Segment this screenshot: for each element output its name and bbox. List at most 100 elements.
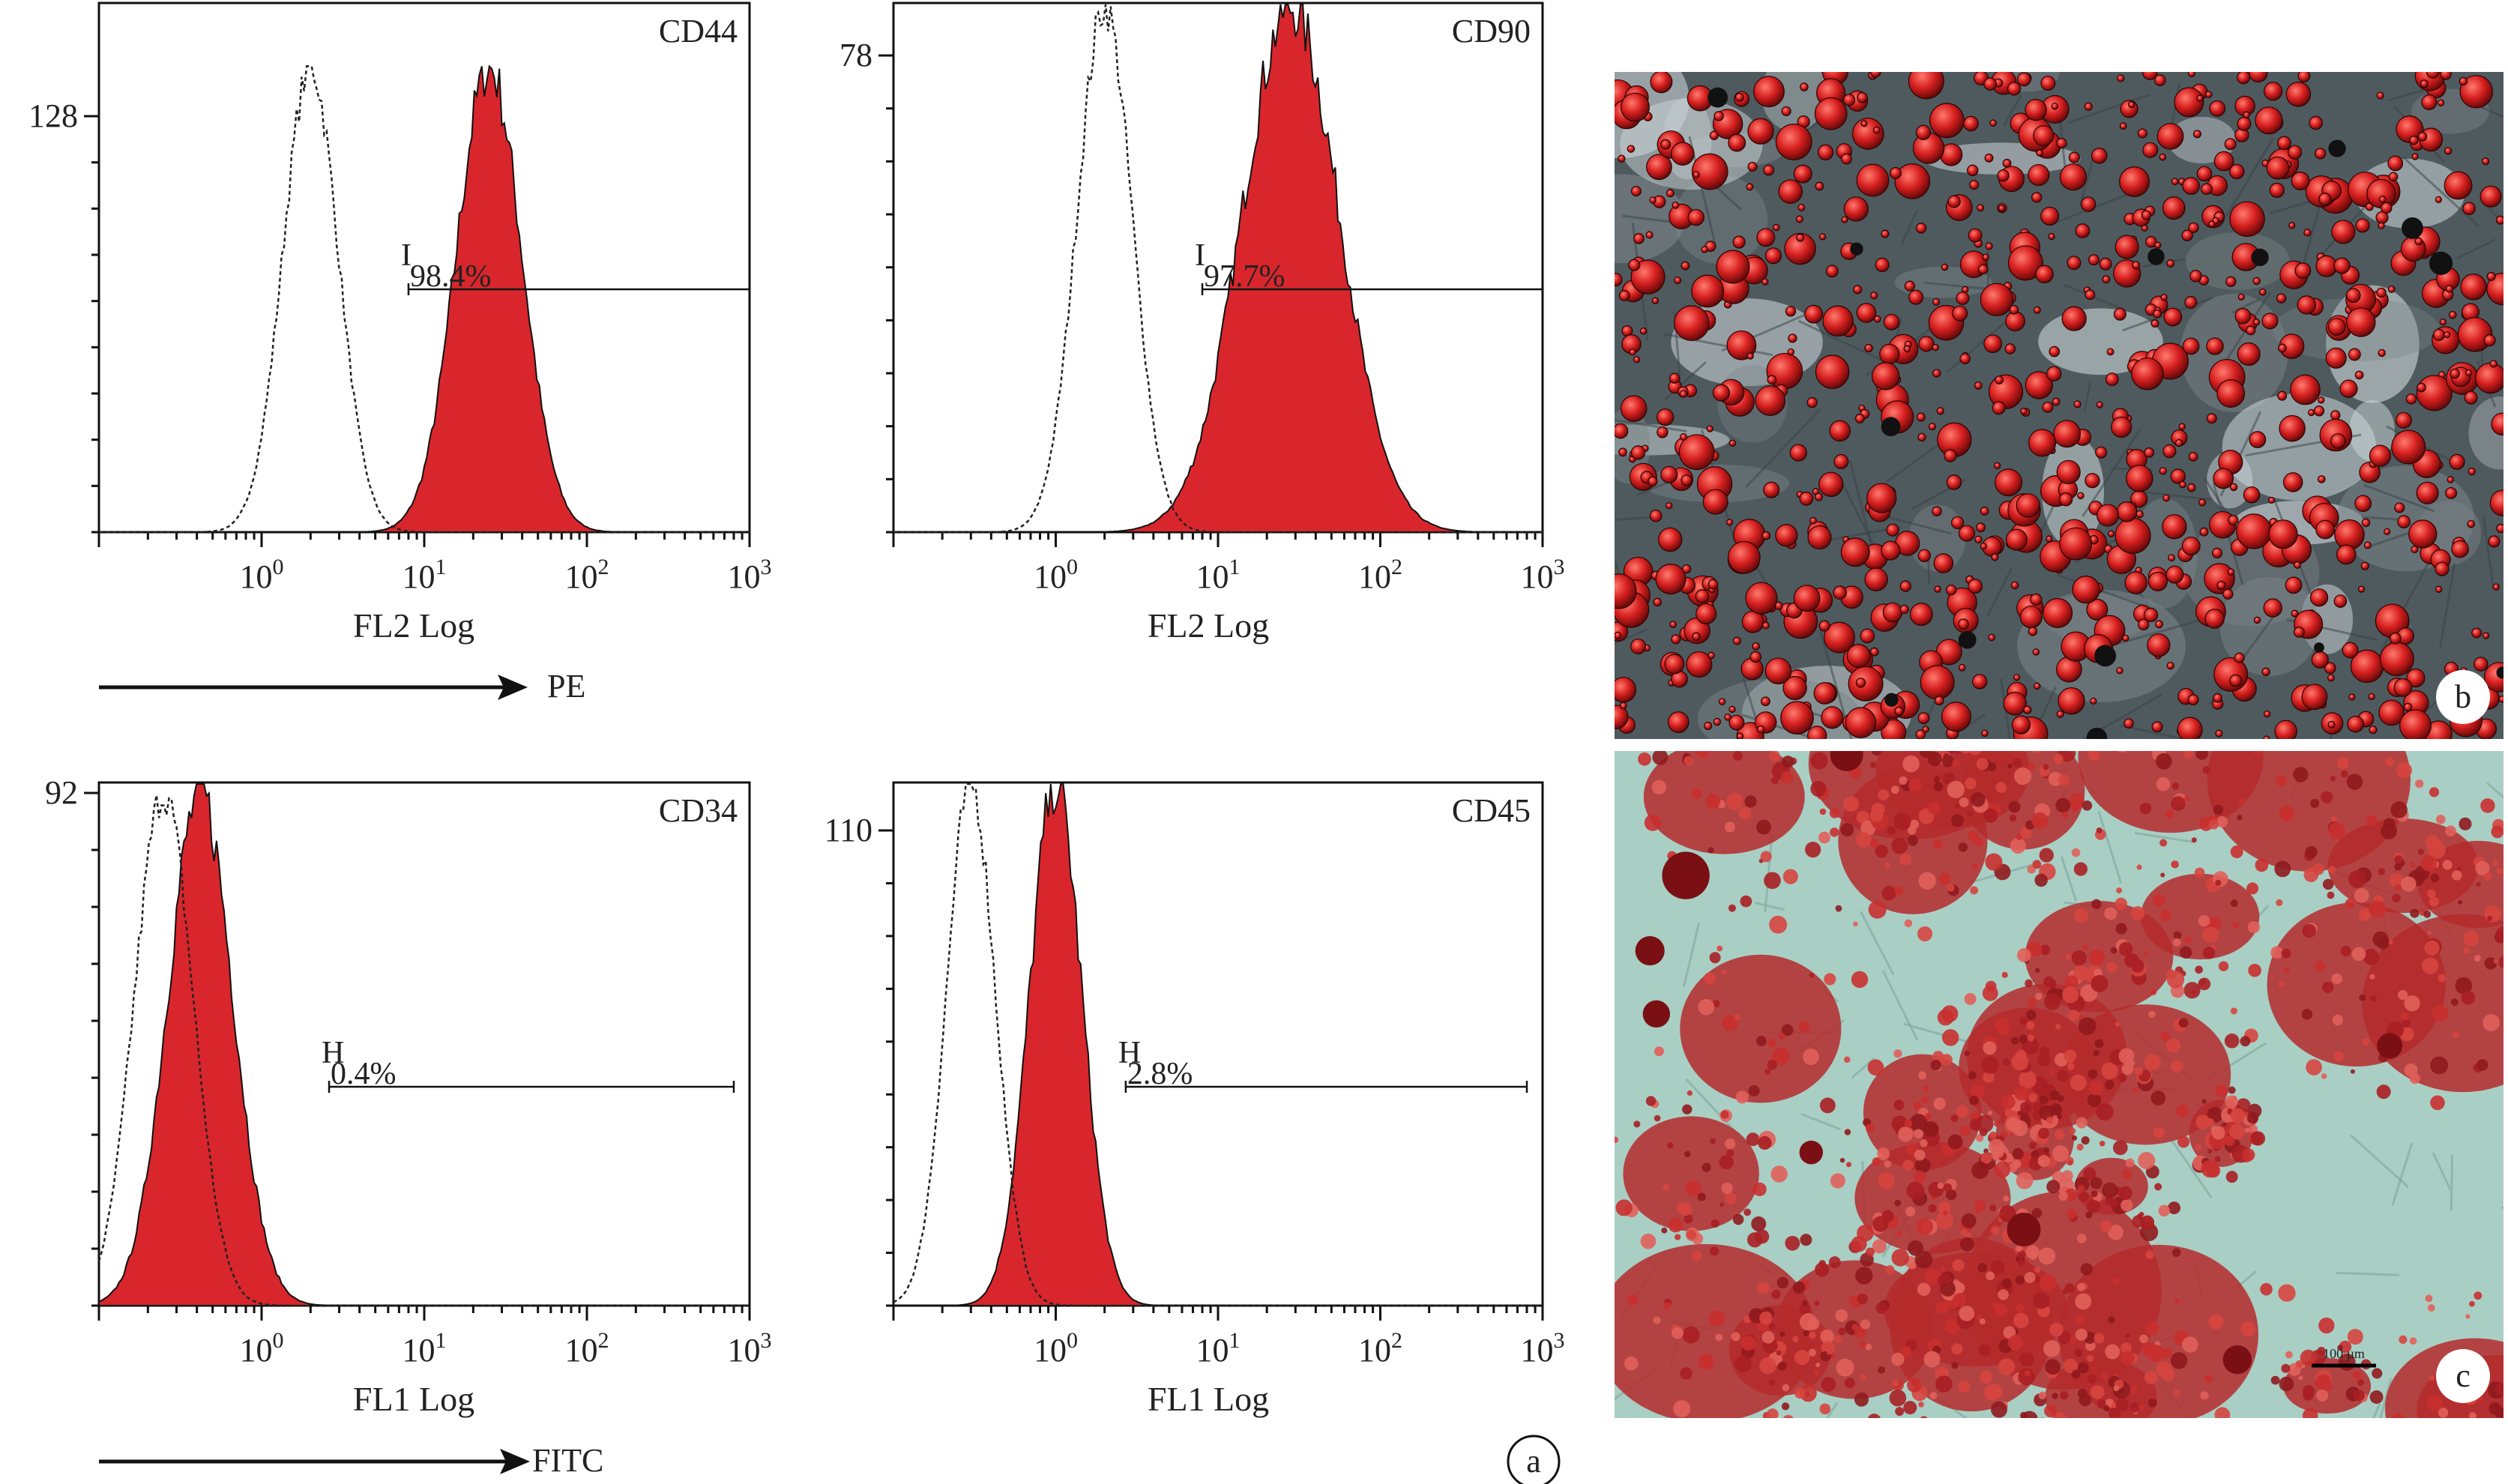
lipid-droplet bbox=[1821, 706, 1844, 729]
lipid-droplet bbox=[1756, 725, 1765, 734]
mineral-granule bbox=[1953, 751, 1964, 754]
lipid-droplet bbox=[2459, 76, 2468, 86]
mineral-granule bbox=[2077, 1362, 2089, 1374]
mineral-granule bbox=[1627, 1294, 1639, 1306]
lipid-droplet bbox=[1915, 223, 1927, 234]
mineral-granule bbox=[1799, 1303, 1811, 1315]
cell-outline bbox=[2166, 1132, 2213, 1198]
lipid-droplet bbox=[2495, 215, 2504, 225]
cell-outline bbox=[2336, 1271, 2399, 1276]
mineral-granule bbox=[2129, 1385, 2138, 1394]
lipid-droplet bbox=[2488, 535, 2501, 548]
lipid-droplet bbox=[1941, 702, 1971, 732]
mineral-granule bbox=[2064, 1282, 2075, 1293]
mineral-granule bbox=[2317, 1347, 2326, 1356]
lipid-droplet bbox=[1800, 82, 1809, 91]
panel-label-a-circle bbox=[1507, 1435, 1561, 1484]
lipid-droplet bbox=[2122, 634, 2129, 642]
mineral-granule bbox=[2303, 1389, 2314, 1401]
mineral-granule bbox=[1947, 884, 1955, 892]
lipid-droplet bbox=[2225, 276, 2237, 287]
mineral-granule bbox=[2067, 1062, 2075, 1070]
lipid-droplet bbox=[1977, 204, 1985, 212]
lipid-droplet bbox=[2019, 606, 2043, 629]
lipid-droplet bbox=[2346, 307, 2376, 337]
mineral-granule bbox=[1856, 832, 1872, 848]
lipid-droplet bbox=[2028, 627, 2038, 636]
lipid-droplet bbox=[2333, 594, 2348, 608]
mineral-granule bbox=[1653, 1316, 1661, 1324]
mineral-granule bbox=[1894, 886, 1904, 896]
mineral-granule bbox=[1892, 1379, 1899, 1387]
lipid-droplet bbox=[2119, 166, 2150, 197]
lipid-droplet bbox=[2393, 678, 2413, 697]
mineral-granule bbox=[2452, 1031, 2459, 1039]
mineral-granule bbox=[1979, 1128, 1988, 1136]
mineral-granule bbox=[2369, 1390, 2384, 1404]
mineral-granule bbox=[1914, 1129, 1923, 1138]
mineral-granule bbox=[2244, 1127, 2250, 1133]
x-tick-label: 103 bbox=[728, 555, 772, 595]
mineral-granule bbox=[2046, 1180, 2061, 1194]
mineral-granule bbox=[1710, 1138, 1716, 1144]
mineral-granule bbox=[2072, 1135, 2078, 1141]
mineral-granule bbox=[2027, 762, 2036, 771]
lipid-droplet bbox=[2059, 163, 2088, 191]
lipid-droplet bbox=[1646, 154, 1672, 181]
lipid-droplet bbox=[2268, 519, 2298, 549]
lipid-droplet bbox=[2132, 261, 2141, 270]
lipid-droplet bbox=[1920, 665, 1955, 700]
mineral-granule bbox=[2330, 776, 2336, 782]
mineral-granule bbox=[2302, 1408, 2318, 1418]
lipid-droplet bbox=[1773, 223, 1780, 232]
mineral-granule bbox=[1819, 1403, 1831, 1415]
lipid-droplet bbox=[2199, 527, 2209, 537]
mineral-granule bbox=[2404, 995, 2420, 1012]
mineral-granule bbox=[2409, 1337, 2417, 1345]
mineral-granule bbox=[2465, 1450, 2473, 1458]
lipid-droplet bbox=[2154, 241, 2162, 249]
mineral-granule bbox=[2099, 1431, 2105, 1437]
lipid-droplet bbox=[1946, 584, 1957, 596]
mineral-granule bbox=[1684, 1150, 1691, 1158]
lipid-droplet bbox=[1829, 420, 1851, 442]
mineral-granule bbox=[1914, 1149, 1926, 1161]
mineral-granule bbox=[2392, 1413, 2405, 1418]
cell-background-patch bbox=[2180, 293, 2288, 412]
mineral-granule bbox=[2007, 764, 2013, 769]
lipid-droplet bbox=[2189, 270, 2202, 283]
lipid-droplet bbox=[1974, 535, 1983, 544]
mineral-granule bbox=[2138, 1404, 2145, 1411]
mineral-granule bbox=[2230, 1007, 2237, 1015]
mineral-granule bbox=[1983, 1041, 1997, 1055]
cell-process bbox=[2439, 563, 2456, 648]
mineral-granule bbox=[2477, 1059, 2489, 1071]
lipid-droplet bbox=[1936, 407, 1944, 415]
mineral-granule bbox=[1860, 1374, 1866, 1381]
lipid-droplet bbox=[1904, 280, 1916, 292]
mineral-granule bbox=[2240, 1036, 2251, 1047]
lipid-droplet bbox=[2177, 717, 2203, 739]
mineral-granule bbox=[1988, 1138, 2005, 1155]
x-tick-label: 100 bbox=[240, 555, 284, 595]
mineral-granule bbox=[2440, 1475, 2453, 1484]
mineral-granule bbox=[2024, 1369, 2031, 1377]
lipid-droplet bbox=[2229, 163, 2245, 180]
lipid-droplet bbox=[1778, 179, 1803, 204]
mineral-granule bbox=[2080, 1263, 2093, 1276]
mineral-granule bbox=[2037, 1155, 2050, 1168]
x-tick-label: 102 bbox=[1358, 555, 1402, 595]
mineral-granule bbox=[1980, 1370, 1993, 1384]
cell-background-patch bbox=[1615, 174, 1686, 263]
lipid-droplet bbox=[2206, 337, 2224, 355]
panel-label-a: a bbox=[1526, 1443, 1541, 1480]
mineral-granule bbox=[2427, 930, 2432, 935]
lipid-droplet bbox=[1840, 537, 1870, 567]
mineral-granule bbox=[2090, 1177, 2102, 1189]
mineral-granule bbox=[2027, 998, 2037, 1007]
mineral-granule bbox=[2132, 1458, 2145, 1471]
mineral-granule bbox=[1938, 1201, 1951, 1214]
mineral-granule bbox=[2171, 796, 2186, 812]
lipid-droplet bbox=[1991, 553, 1999, 561]
lipid-droplet bbox=[1840, 153, 1852, 165]
